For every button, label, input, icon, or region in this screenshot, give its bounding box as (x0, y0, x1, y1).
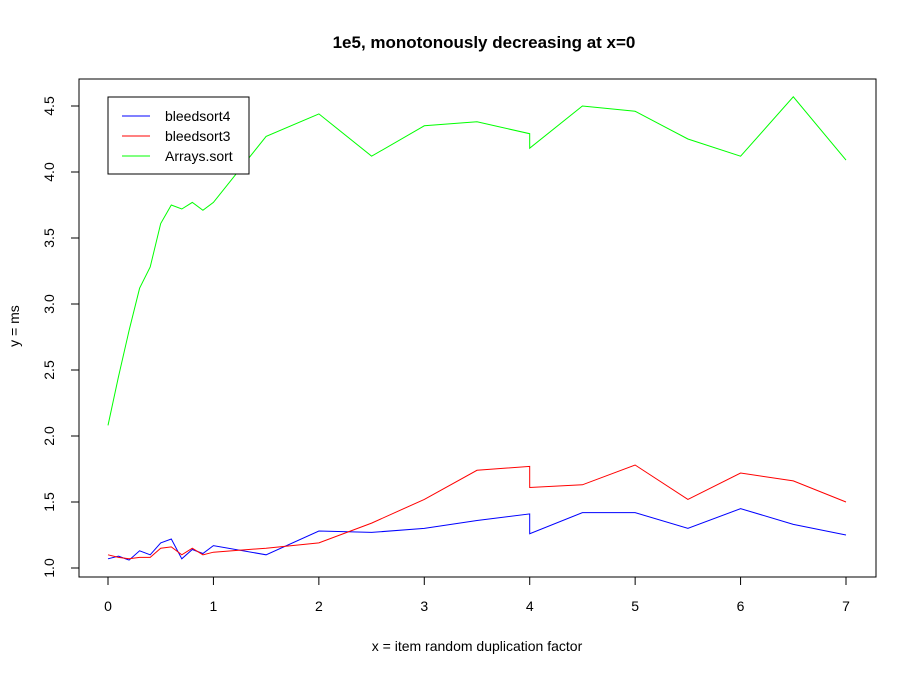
y-tick-label: 1.5 (41, 492, 57, 512)
series-line-bleedsort4 (107, 508, 847, 561)
x-tick-label: 6 (737, 598, 745, 614)
series-layer (107, 96, 847, 561)
legend: bleedsort4 bleedsort3 Arrays.sort (107, 96, 250, 175)
legend-label: bleedsort4 (165, 108, 231, 124)
series-line-arrays-sort (107, 96, 847, 426)
y-tick-label: 4.0 (41, 162, 57, 182)
y-tick-label: 3.5 (41, 228, 57, 248)
y-tick-label: 2.5 (41, 360, 57, 380)
y-tick-label: 4.5 (41, 96, 57, 116)
x-tick-label: 5 (631, 598, 639, 614)
x-tick-label: 4 (526, 598, 534, 614)
x-tick-label: 1 (210, 598, 218, 614)
y-tick-label: 3.0 (41, 294, 57, 314)
x-tick-label: 2 (315, 598, 323, 614)
x-tick-label: 3 (420, 598, 428, 614)
legend-label: bleedsort3 (165, 128, 231, 144)
legend-label: Arrays.sort (165, 148, 233, 164)
x-axis-label: x = item random duplication factor (372, 638, 583, 654)
y-tick-label: 1.0 (41, 558, 57, 578)
x-tick-label: 7 (842, 598, 850, 614)
y-axis: 1.0 1.5 2.0 2.5 3.0 3.5 4.0 4.5 (41, 96, 80, 578)
y-tick-label: 2.0 (41, 426, 57, 446)
chart-title: 1e5, monotonously decreasing at x=0 (333, 33, 636, 52)
y-axis-label: y = ms (6, 305, 22, 347)
x-axis: 0 1 2 3 4 5 6 7 (104, 576, 850, 614)
series-line-bleedsort3 (107, 464, 847, 560)
x-tick-label: 0 (104, 598, 112, 614)
